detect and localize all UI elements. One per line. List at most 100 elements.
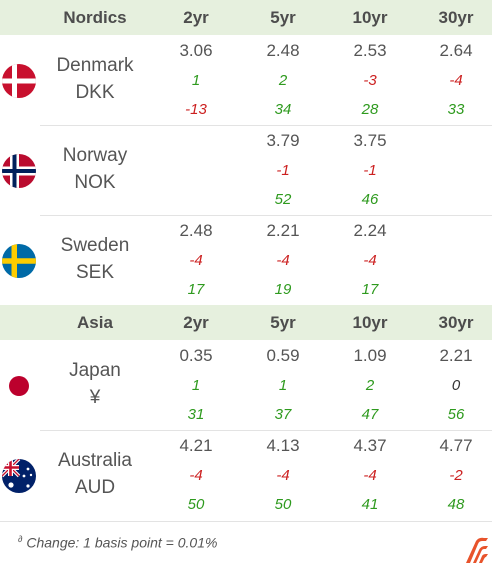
daily-change: -2 xyxy=(449,467,463,484)
period-change: 56 xyxy=(447,406,465,423)
yield-cell: 2.21 0 56 xyxy=(416,341,492,431)
daily-change: 1 xyxy=(191,377,201,394)
country-label: Denmark xyxy=(56,55,134,76)
yield-cell: 2.64 -4 33 xyxy=(416,36,492,126)
section-title: Nordics xyxy=(63,8,127,27)
yield-cell: 1.09 2 47 xyxy=(330,341,410,431)
daily-change: 1 xyxy=(278,377,288,394)
column-header: 2yr xyxy=(183,8,209,27)
sweden-flag-icon xyxy=(2,244,36,278)
daily-change: -4 xyxy=(363,252,377,269)
yield-value: 4.37 xyxy=(353,436,387,455)
daily-change: 2 xyxy=(278,72,288,89)
table-row: Norway NOK 3.79 -1 52 3.75 -1 46 xyxy=(0,126,492,216)
yield-cell: 2.24 -4 17 xyxy=(330,216,410,306)
country-name: Australia AUD xyxy=(40,447,150,501)
yield-cell: 4.77 -2 48 xyxy=(416,431,492,521)
daily-change: 1 xyxy=(191,72,201,89)
yield-value: 0.59 xyxy=(266,346,300,365)
yield-cell: 2.48 2 34 xyxy=(243,36,323,126)
brand-logo-icon xyxy=(462,535,490,565)
footnote-text: Change: 1 basis point = 0.01% xyxy=(26,534,218,551)
norway-flag-icon xyxy=(2,154,36,188)
yield-value: 2.53 xyxy=(353,41,387,60)
column-header: 10yr xyxy=(352,313,388,332)
yield-cell: 3.06 1 -13 xyxy=(156,36,236,126)
column-header: 2yr xyxy=(183,313,209,332)
yield-value: 2.21 xyxy=(266,221,300,240)
yield-value: 4.13 xyxy=(266,436,300,455)
row-divider xyxy=(40,125,492,126)
country-label: Japan xyxy=(69,360,121,381)
daily-change: -1 xyxy=(363,162,377,179)
daily-change: -4 xyxy=(449,72,463,89)
daily-change: -4 xyxy=(276,467,290,484)
yield-value: 2.48 xyxy=(179,221,213,240)
table-row: Sweden SEK 2.48 -4 17 2.21 -4 19 2.24 -4 17 xyxy=(0,216,492,306)
country-name: Denmark DKK xyxy=(40,52,150,106)
divider xyxy=(0,521,492,522)
period-change: 34 xyxy=(274,101,292,118)
yield-cell xyxy=(416,126,492,216)
period-change: 17 xyxy=(361,281,379,298)
country-name: Norway NOK xyxy=(40,142,150,196)
column-header: 10yr xyxy=(352,8,388,27)
yield-cell: 3.75 -1 46 xyxy=(330,126,410,216)
yield-cell xyxy=(416,216,492,306)
yield-cell: 0.59 1 37 xyxy=(243,341,323,431)
footnote-mark: ∂ xyxy=(18,534,23,544)
table-row: Denmark DKK 3.06 1 -13 2.48 2 34 2.53 -3 28 2.64 -4 3… xyxy=(0,36,492,126)
yield-cell: 4.13 -4 50 xyxy=(243,431,323,521)
section-header: Nordics 2yr 5yr 10yr 30yr xyxy=(0,0,492,35)
yield-cell: 2.21 -4 19 xyxy=(243,216,323,306)
period-change: 37 xyxy=(274,406,292,423)
yield-value: 2.21 xyxy=(439,346,473,365)
period-change: 31 xyxy=(187,406,205,423)
currency-code: NOK xyxy=(74,172,116,193)
period-change: 33 xyxy=(447,101,465,118)
column-header: 30yr xyxy=(438,8,474,27)
row-divider xyxy=(40,430,492,431)
yield-value: 3.79 xyxy=(266,131,300,150)
currency-code: ¥ xyxy=(89,387,101,408)
yield-cell: 3.79 -1 52 xyxy=(243,126,323,216)
yield-value: 1.09 xyxy=(353,346,387,365)
period-change: 50 xyxy=(274,496,292,513)
denmark-flag-icon xyxy=(2,64,36,98)
table-row: Japan ¥0.35 1 31 0.59 1 37 1.09 2 47 2.21 0 56 xyxy=(0,341,492,431)
yield-cell: 2.53 -3 28 xyxy=(330,36,410,126)
yield-cell: 2.48 -4 17 xyxy=(156,216,236,306)
yield-value: 3.06 xyxy=(179,41,213,60)
country-name: Sweden SEK xyxy=(40,232,150,286)
yield-value: 2.48 xyxy=(266,41,300,60)
period-change: 17 xyxy=(187,281,205,298)
yield-value: 4.77 xyxy=(439,436,473,455)
period-change: 47 xyxy=(361,406,379,423)
country-label: Sweden xyxy=(60,235,130,256)
period-change: 46 xyxy=(361,191,379,208)
yield-value: 2.64 xyxy=(439,41,473,60)
country-label: Norway xyxy=(62,145,128,166)
yield-value: 3.75 xyxy=(353,131,387,150)
japan-flag-icon xyxy=(2,369,36,403)
daily-change: 2 xyxy=(365,377,375,394)
daily-change: -4 xyxy=(276,252,290,269)
daily-change: 0 xyxy=(451,377,461,394)
yield-value: 4.21 xyxy=(179,436,213,455)
currency-code: DKK xyxy=(75,82,115,103)
currency-code: SEK xyxy=(75,262,115,283)
footnote: ∂ Change: 1 basis point = 0.01% xyxy=(18,534,217,551)
table-row: Australia AUD 4.21 -4 50 4.13 -4 50 4.37 -4 41 4.77… xyxy=(0,431,492,521)
country-label: Australia xyxy=(58,450,132,471)
period-change: -13 xyxy=(185,101,207,118)
period-change: 41 xyxy=(361,496,379,513)
section-header: Asia 2yr 5yr 10yr 30yr xyxy=(0,305,492,340)
period-change: 52 xyxy=(274,191,292,208)
yield-value: 0.35 xyxy=(179,346,213,365)
daily-change: -4 xyxy=(363,467,377,484)
yield-cell xyxy=(156,126,236,216)
section-title: Asia xyxy=(77,313,113,332)
period-change: 48 xyxy=(447,496,465,513)
row-divider xyxy=(40,215,492,216)
daily-change: -4 xyxy=(189,252,203,269)
